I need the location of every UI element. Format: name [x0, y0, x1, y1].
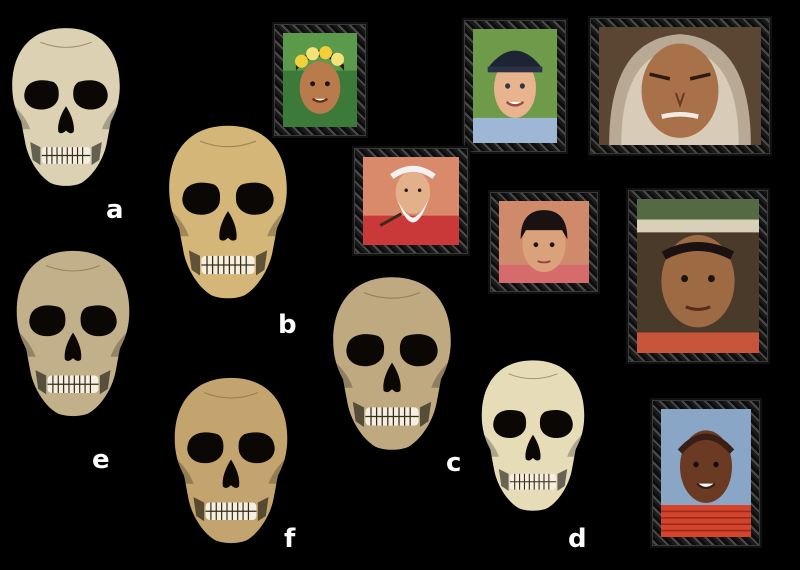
portrait-frame-child-red-collar [650, 398, 762, 548]
skull-label-c: c [446, 448, 462, 478]
skull-label-e: e [92, 445, 110, 475]
skull-b-icon [158, 110, 298, 315]
portrait-elder-beard-icon [363, 157, 459, 245]
skull-label-a: a [106, 195, 124, 225]
portrait-child-red-collar-icon [661, 409, 751, 537]
portrait-frame-child-flower-crown [272, 22, 368, 138]
skull-label-f: f [284, 524, 296, 554]
portrait-frame-elder-white-beard [352, 146, 470, 256]
portrait-frame-man-fur-hood [588, 16, 772, 156]
portrait-girl-flower-crown-icon [283, 33, 357, 127]
portrait-man-hat-icon [637, 199, 759, 353]
skull-e [6, 234, 140, 434]
skull-c [322, 264, 462, 464]
skull-a-icon [2, 10, 130, 205]
portrait-girl-bangs-icon [499, 201, 589, 283]
portrait-frame-boy-cap [462, 18, 568, 154]
skull-c-icon [322, 264, 462, 464]
skull-label-d: d [568, 524, 587, 554]
portrait-man-fur-hood-icon [599, 27, 761, 145]
skull-label-b: b [278, 310, 297, 340]
skull-e-icon [6, 234, 140, 434]
skull-d [472, 340, 594, 532]
portrait-boy-cap-icon [473, 29, 557, 143]
portrait-frame-man-green-hat [626, 188, 770, 364]
skull-d-icon [472, 340, 594, 532]
portrait-frame-girl-bangs [488, 190, 600, 294]
skull-f-icon [164, 362, 298, 560]
skull-f [164, 362, 298, 560]
skull-b [158, 110, 298, 315]
skull-a [2, 10, 130, 205]
